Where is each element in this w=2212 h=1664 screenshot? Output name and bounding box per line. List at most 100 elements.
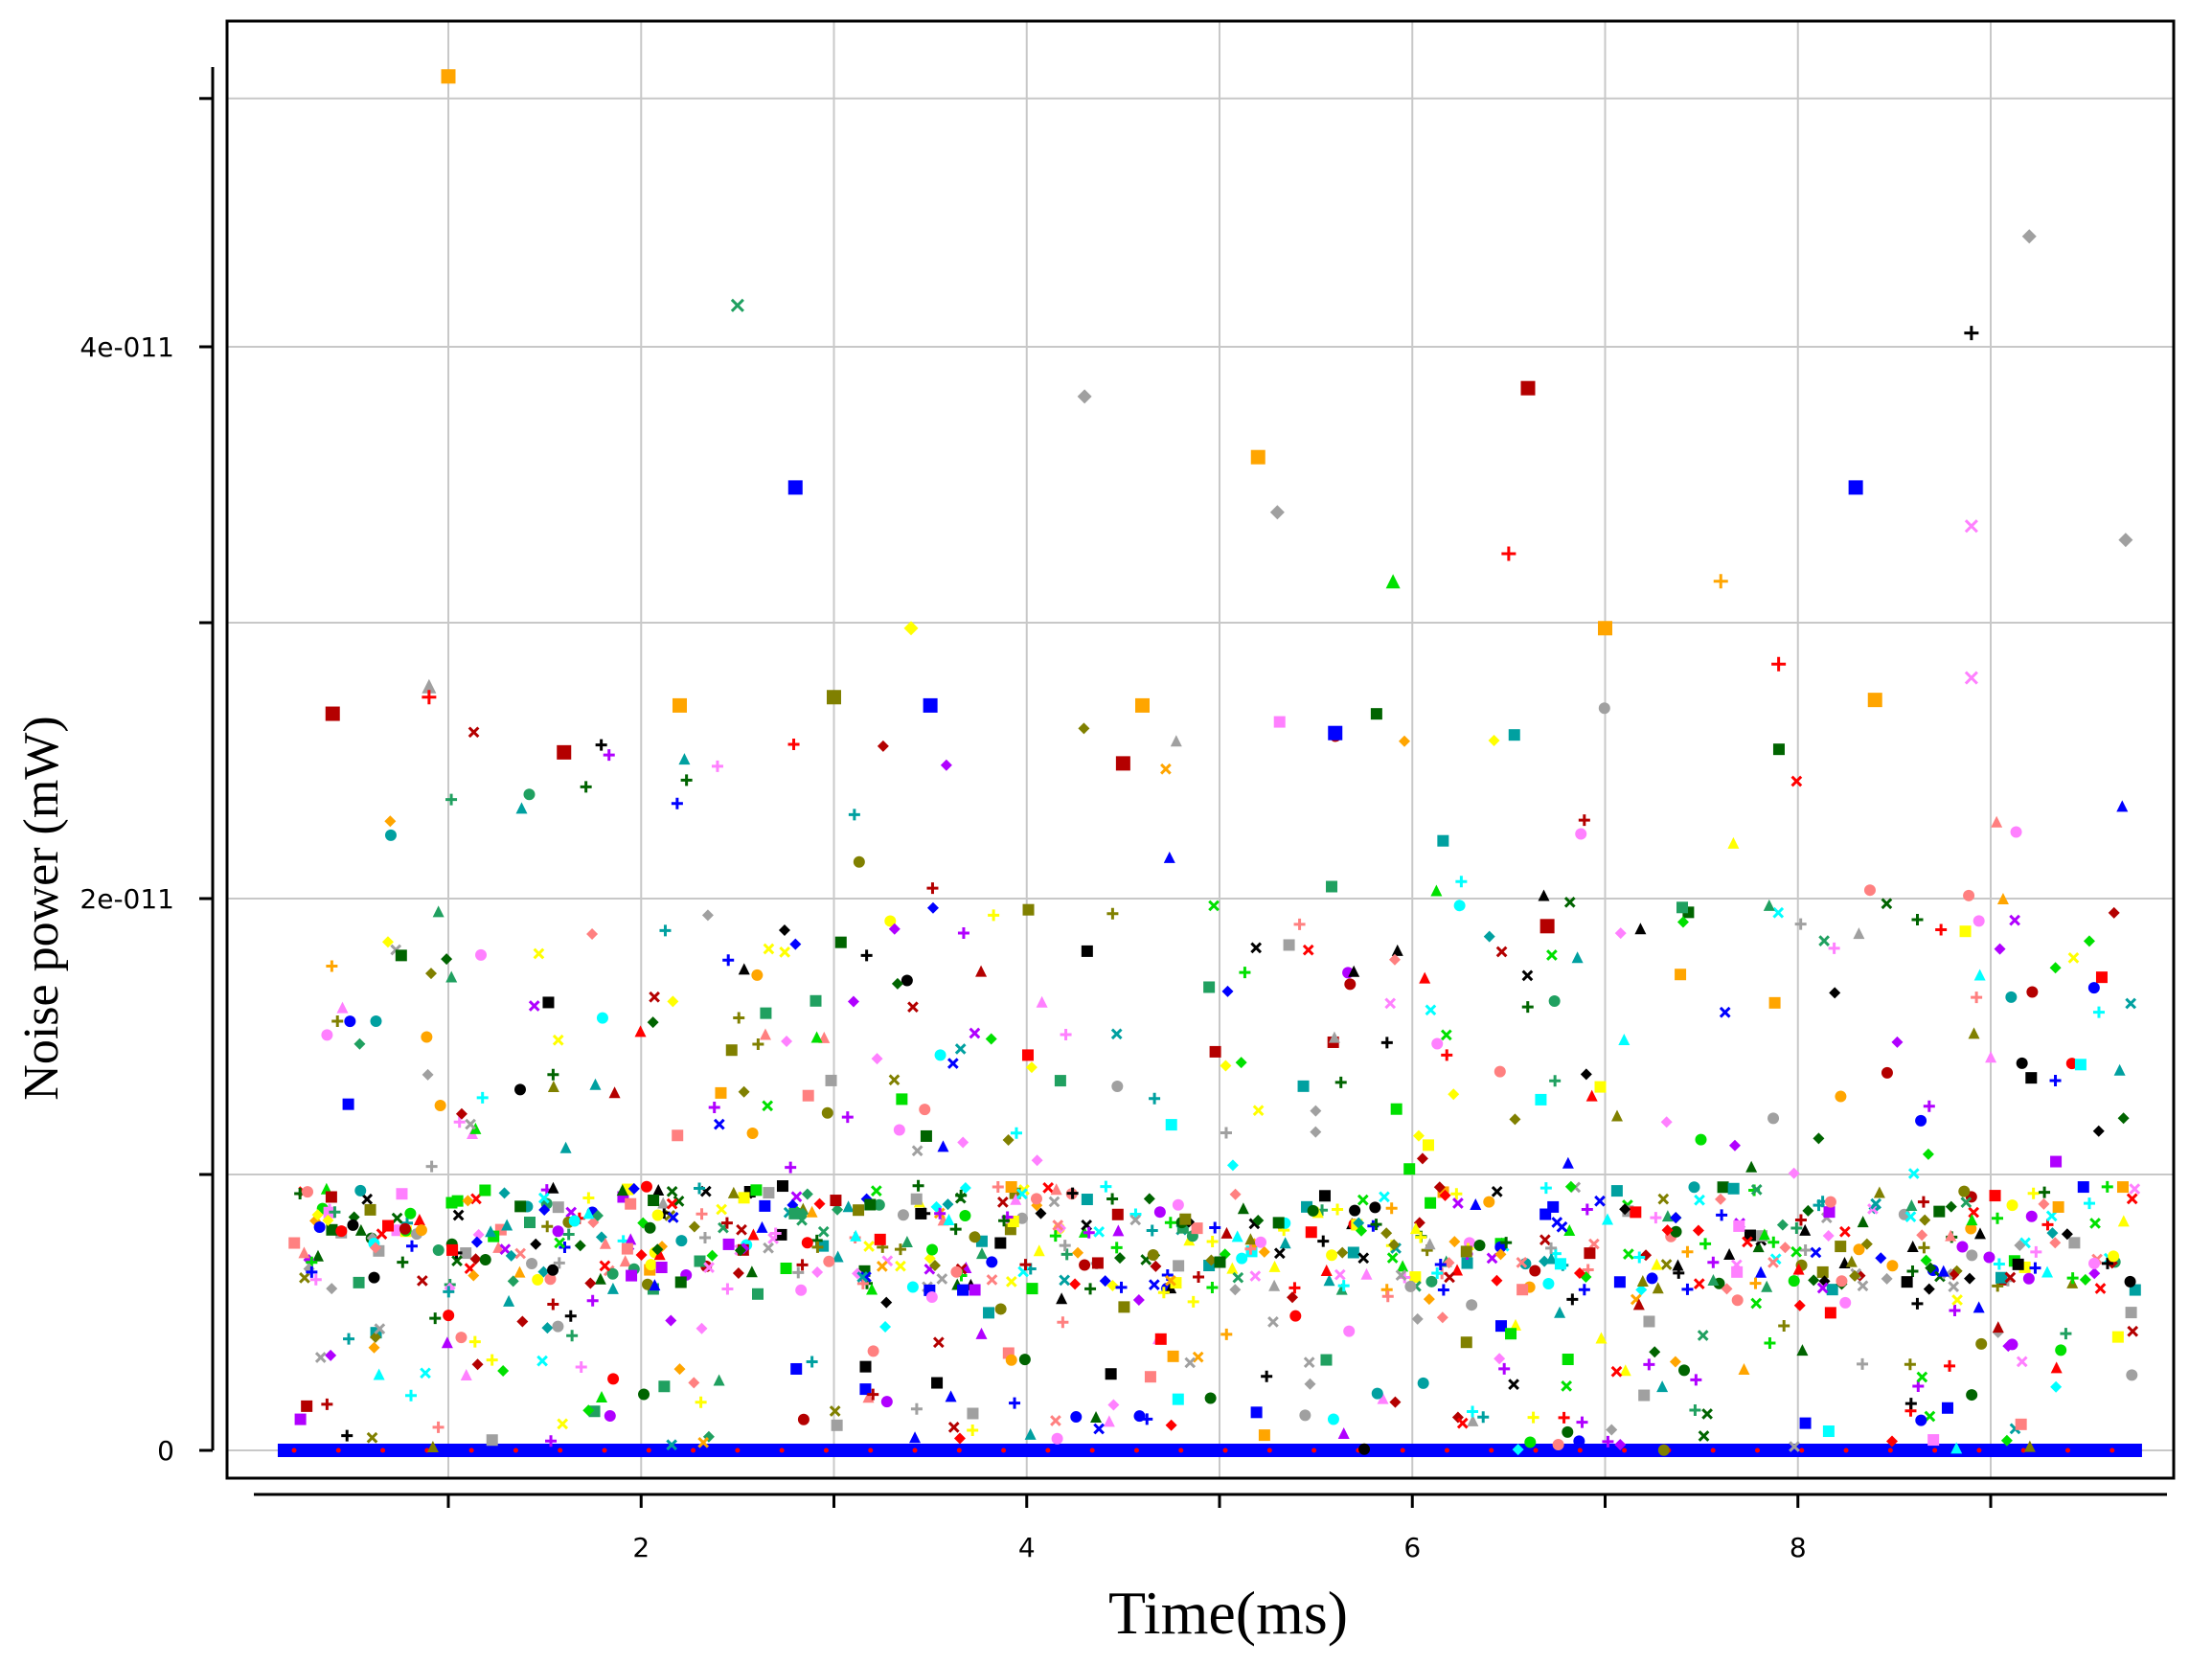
data-point xyxy=(497,1444,512,1457)
data-point xyxy=(2015,1418,2027,1430)
data-point xyxy=(1788,1275,1800,1288)
data-point xyxy=(420,1367,431,1379)
data-point xyxy=(1562,1425,1574,1438)
data-point xyxy=(856,1277,869,1289)
data-point xyxy=(1731,1294,1744,1307)
data-point xyxy=(1619,1203,1631,1216)
data-point xyxy=(682,1444,696,1457)
data-point xyxy=(1106,1193,1119,1205)
data-point xyxy=(1948,1281,1960,1293)
data-point xyxy=(1925,1262,1937,1274)
data-point xyxy=(950,1265,963,1278)
data-point xyxy=(870,1185,882,1197)
data-point xyxy=(1250,942,1263,954)
data-point xyxy=(1767,1256,1779,1268)
data-point xyxy=(626,1269,638,1282)
data-point xyxy=(1154,1333,1167,1345)
data-point xyxy=(298,1246,310,1259)
data-point xyxy=(1546,949,1558,961)
data-point xyxy=(415,1224,427,1237)
data-point xyxy=(888,923,901,935)
data-point xyxy=(1904,1358,1916,1371)
data-point xyxy=(1575,828,1587,840)
data-point xyxy=(1933,1205,1946,1218)
data-point xyxy=(545,1435,558,1447)
data-point xyxy=(1437,834,1449,847)
data-point xyxy=(1335,1283,1348,1295)
data-point xyxy=(1622,1447,1628,1453)
y-axis-title: Noise power (mW) xyxy=(14,716,69,1100)
data-point xyxy=(940,759,952,771)
data-point xyxy=(1441,1049,1453,1061)
data-point xyxy=(1577,1447,1583,1453)
data-point xyxy=(911,1145,924,1157)
data-point xyxy=(335,1444,350,1457)
data-point xyxy=(1167,1350,1179,1362)
data-point xyxy=(2050,1361,2063,1374)
data-point xyxy=(1545,1242,1558,1254)
data-point xyxy=(1330,1444,1344,1457)
data-point xyxy=(696,1322,708,1334)
data-point xyxy=(888,1074,901,1086)
data-point xyxy=(1205,1254,1218,1266)
data-point xyxy=(1505,1328,1517,1340)
data-point xyxy=(1494,1320,1507,1333)
data-point xyxy=(1905,1198,1918,1211)
data-point xyxy=(2101,1257,2113,1269)
data-point xyxy=(537,1192,550,1204)
data-point xyxy=(746,1127,759,1139)
data-point xyxy=(1448,1088,1460,1101)
data-point xyxy=(942,1198,954,1211)
data-point xyxy=(1030,1193,1042,1205)
data-point xyxy=(2026,986,2039,998)
data-point xyxy=(1533,1447,1539,1453)
data-point xyxy=(1916,1371,1928,1383)
data-point xyxy=(499,1243,512,1255)
data-point xyxy=(537,1265,550,1278)
data-point xyxy=(554,1237,566,1249)
data-point xyxy=(1562,1156,1574,1169)
data-point xyxy=(844,1444,858,1457)
data-point xyxy=(1561,1380,1573,1392)
data-point xyxy=(514,1200,527,1213)
data-point xyxy=(2061,1228,2073,1241)
data-point xyxy=(486,1444,500,1457)
data-point xyxy=(1758,1444,1772,1457)
data-point xyxy=(1165,1119,1177,1131)
data-point xyxy=(1165,1274,1176,1287)
data-point xyxy=(1220,1127,1232,1139)
data-point xyxy=(906,1281,919,1293)
data-point xyxy=(1564,1180,1577,1193)
data-point xyxy=(395,949,407,962)
data-point xyxy=(1299,1409,1311,1422)
data-point xyxy=(1411,1444,1425,1457)
data-point xyxy=(370,1444,384,1457)
data-point xyxy=(1904,1398,1917,1410)
data-point xyxy=(1215,1444,1229,1457)
data-point xyxy=(1244,1233,1257,1245)
data-point xyxy=(1924,1410,1936,1423)
data-point xyxy=(825,1074,837,1086)
data-point xyxy=(1697,1330,1709,1341)
data-point xyxy=(1172,1198,1184,1211)
data-point xyxy=(314,1352,327,1363)
data-point xyxy=(1209,1045,1221,1058)
data-point xyxy=(2025,1210,2038,1222)
data-point xyxy=(1521,1001,1534,1014)
data-point xyxy=(638,1388,650,1401)
data-point xyxy=(957,927,969,940)
data-point xyxy=(1083,1226,1095,1239)
data-point xyxy=(2029,1262,2041,1274)
data-point xyxy=(932,1336,945,1349)
data-point xyxy=(1964,1272,1976,1285)
data-point xyxy=(648,1444,662,1457)
data-point xyxy=(792,1266,805,1279)
data-point xyxy=(975,1247,988,1260)
data-point xyxy=(801,1188,813,1200)
data-point xyxy=(920,1129,932,1142)
data-point xyxy=(513,1447,518,1453)
data-point xyxy=(960,1444,974,1457)
data-point xyxy=(1991,815,2003,828)
data-point xyxy=(1828,942,1840,954)
data-point xyxy=(1826,1284,1838,1296)
